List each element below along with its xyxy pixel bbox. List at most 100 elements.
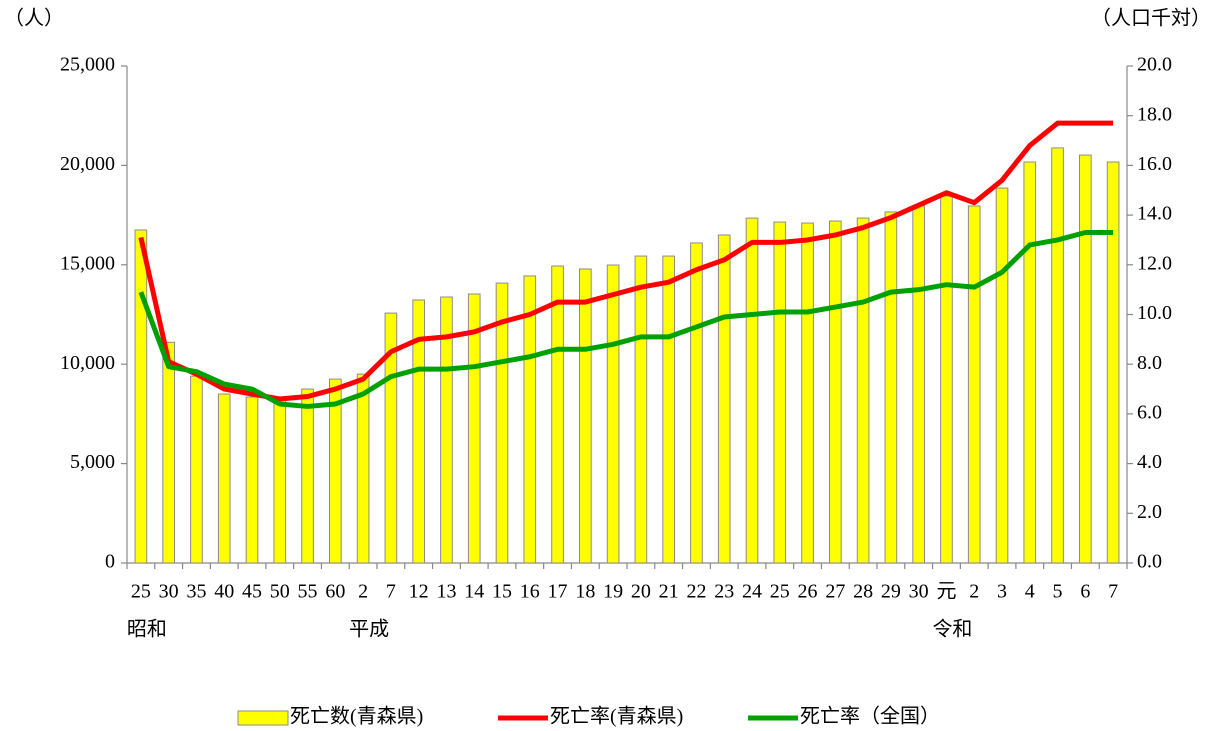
- x-tick-label: 16: [520, 581, 540, 603]
- bar: [495, 282, 509, 564]
- bar: [717, 234, 731, 564]
- x-tick-label: 25: [131, 581, 151, 603]
- x-tick-label: 26: [798, 581, 818, 603]
- y2-tick-label: 18.0: [1137, 103, 1172, 125]
- bar: [301, 388, 314, 564]
- bar: [273, 398, 287, 564]
- y2-tick-label: 14.0: [1137, 203, 1172, 225]
- y2-tick-label: 20.0: [1137, 54, 1172, 76]
- y2-tick-label: 12.0: [1137, 252, 1172, 274]
- bar: [995, 187, 1009, 564]
- x-tick-label: 19: [603, 581, 623, 603]
- y-tick-label: 10,000: [60, 352, 115, 374]
- y-tick-label: 15,000: [60, 252, 115, 274]
- bar: [884, 211, 898, 564]
- bar: [384, 312, 398, 564]
- bar: [523, 275, 537, 564]
- y2-axis-label: （人口千対）: [1091, 7, 1211, 30]
- bar: [1079, 154, 1092, 564]
- line: [138, 229, 1114, 409]
- bar: [162, 341, 175, 564]
- x-tick-label: 55: [298, 581, 318, 603]
- x-tick-label: 4: [1025, 581, 1035, 603]
- x-tick-label: 元: [936, 581, 956, 603]
- y2-tick-label: 6.0: [1137, 401, 1162, 423]
- y2-tick-label: 8.0: [1137, 352, 1162, 374]
- bar: [940, 195, 953, 564]
- y-tick-label: 0: [105, 551, 115, 573]
- y2-tick-label: 2.0: [1137, 501, 1162, 523]
- bar: [1051, 147, 1064, 564]
- bar: [329, 378, 342, 564]
- x-tick-label: 21: [659, 581, 679, 603]
- legend-label: 死亡数(青森県): [290, 705, 423, 728]
- y-tick-label: 5,000: [70, 451, 115, 473]
- bar: [829, 220, 842, 564]
- x-tick-label: 24: [742, 581, 762, 603]
- y-tick-label: 25,000: [60, 54, 115, 76]
- bar: [856, 217, 870, 564]
- line: [138, 120, 1114, 402]
- x-tick-label: 30: [909, 581, 929, 603]
- y2-tick-label: 0.0: [1137, 551, 1162, 573]
- y2-tick-label: 10.0: [1137, 302, 1172, 324]
- x-tick-label: 27: [825, 581, 845, 603]
- y-axis-label: （人）: [4, 7, 64, 30]
- bar: [551, 265, 564, 564]
- x-tick-label: 14: [464, 581, 484, 603]
- bar: [190, 375, 203, 564]
- x-tick-label: 22: [686, 581, 706, 603]
- bar: [634, 255, 648, 564]
- x-tick-label: 15: [492, 581, 512, 603]
- x-tick-label: 23: [714, 581, 734, 603]
- era-label: 昭和: [127, 618, 167, 641]
- x-tick-label: 12: [409, 581, 429, 603]
- bar: [579, 268, 592, 564]
- y2-tick-label: 4.0: [1137, 451, 1162, 473]
- x-tick-label: 2: [969, 581, 979, 603]
- era-label: 令和: [932, 618, 972, 641]
- era-label: 平成: [349, 618, 389, 641]
- bar: [912, 205, 925, 564]
- legend-swatch: [237, 710, 289, 726]
- y-tick-label: 20,000: [60, 153, 115, 175]
- bar: [134, 229, 148, 564]
- x-tick-label: 5: [1053, 581, 1063, 603]
- x-tick-label: 29: [881, 581, 901, 603]
- x-tick-label: 2: [358, 581, 368, 603]
- bar: [1023, 161, 1037, 564]
- x-tick-label: 25: [770, 581, 790, 603]
- legend-label: 死亡率(青森県): [550, 705, 683, 728]
- x-tick-label: 18: [575, 581, 595, 603]
- x-tick-label: 7: [386, 581, 396, 603]
- bar: [356, 373, 370, 564]
- x-tick-label: 50: [270, 581, 290, 603]
- y2-tick-label: 16.0: [1137, 153, 1172, 175]
- x-tick-label: 60: [325, 581, 345, 603]
- x-tick-label: 28: [853, 581, 873, 603]
- bar: [1106, 161, 1120, 564]
- x-tick-label: 40: [214, 581, 234, 603]
- x-tick-label: 35: [186, 581, 206, 603]
- legend-label: 死亡率（全国）: [800, 705, 940, 728]
- bar: [745, 217, 759, 564]
- bar: [467, 293, 481, 564]
- bar: [801, 222, 814, 564]
- x-tick-label: 13: [436, 581, 456, 603]
- x-tick-label: 20: [631, 581, 651, 603]
- bar: [773, 221, 787, 564]
- x-tick-label: 45: [242, 581, 262, 603]
- bar: [967, 205, 981, 564]
- x-tick-label: 30: [159, 581, 179, 603]
- bar: [606, 264, 620, 564]
- x-tick-label: 3: [997, 581, 1007, 603]
- x-tick-label: 6: [1080, 581, 1090, 603]
- x-tick-label: 7: [1108, 581, 1118, 603]
- bar: [412, 299, 426, 564]
- bar: [217, 393, 231, 564]
- bar: [440, 296, 453, 564]
- x-tick-label: 17: [548, 581, 568, 603]
- bar: [662, 255, 675, 564]
- bar: [690, 242, 703, 564]
